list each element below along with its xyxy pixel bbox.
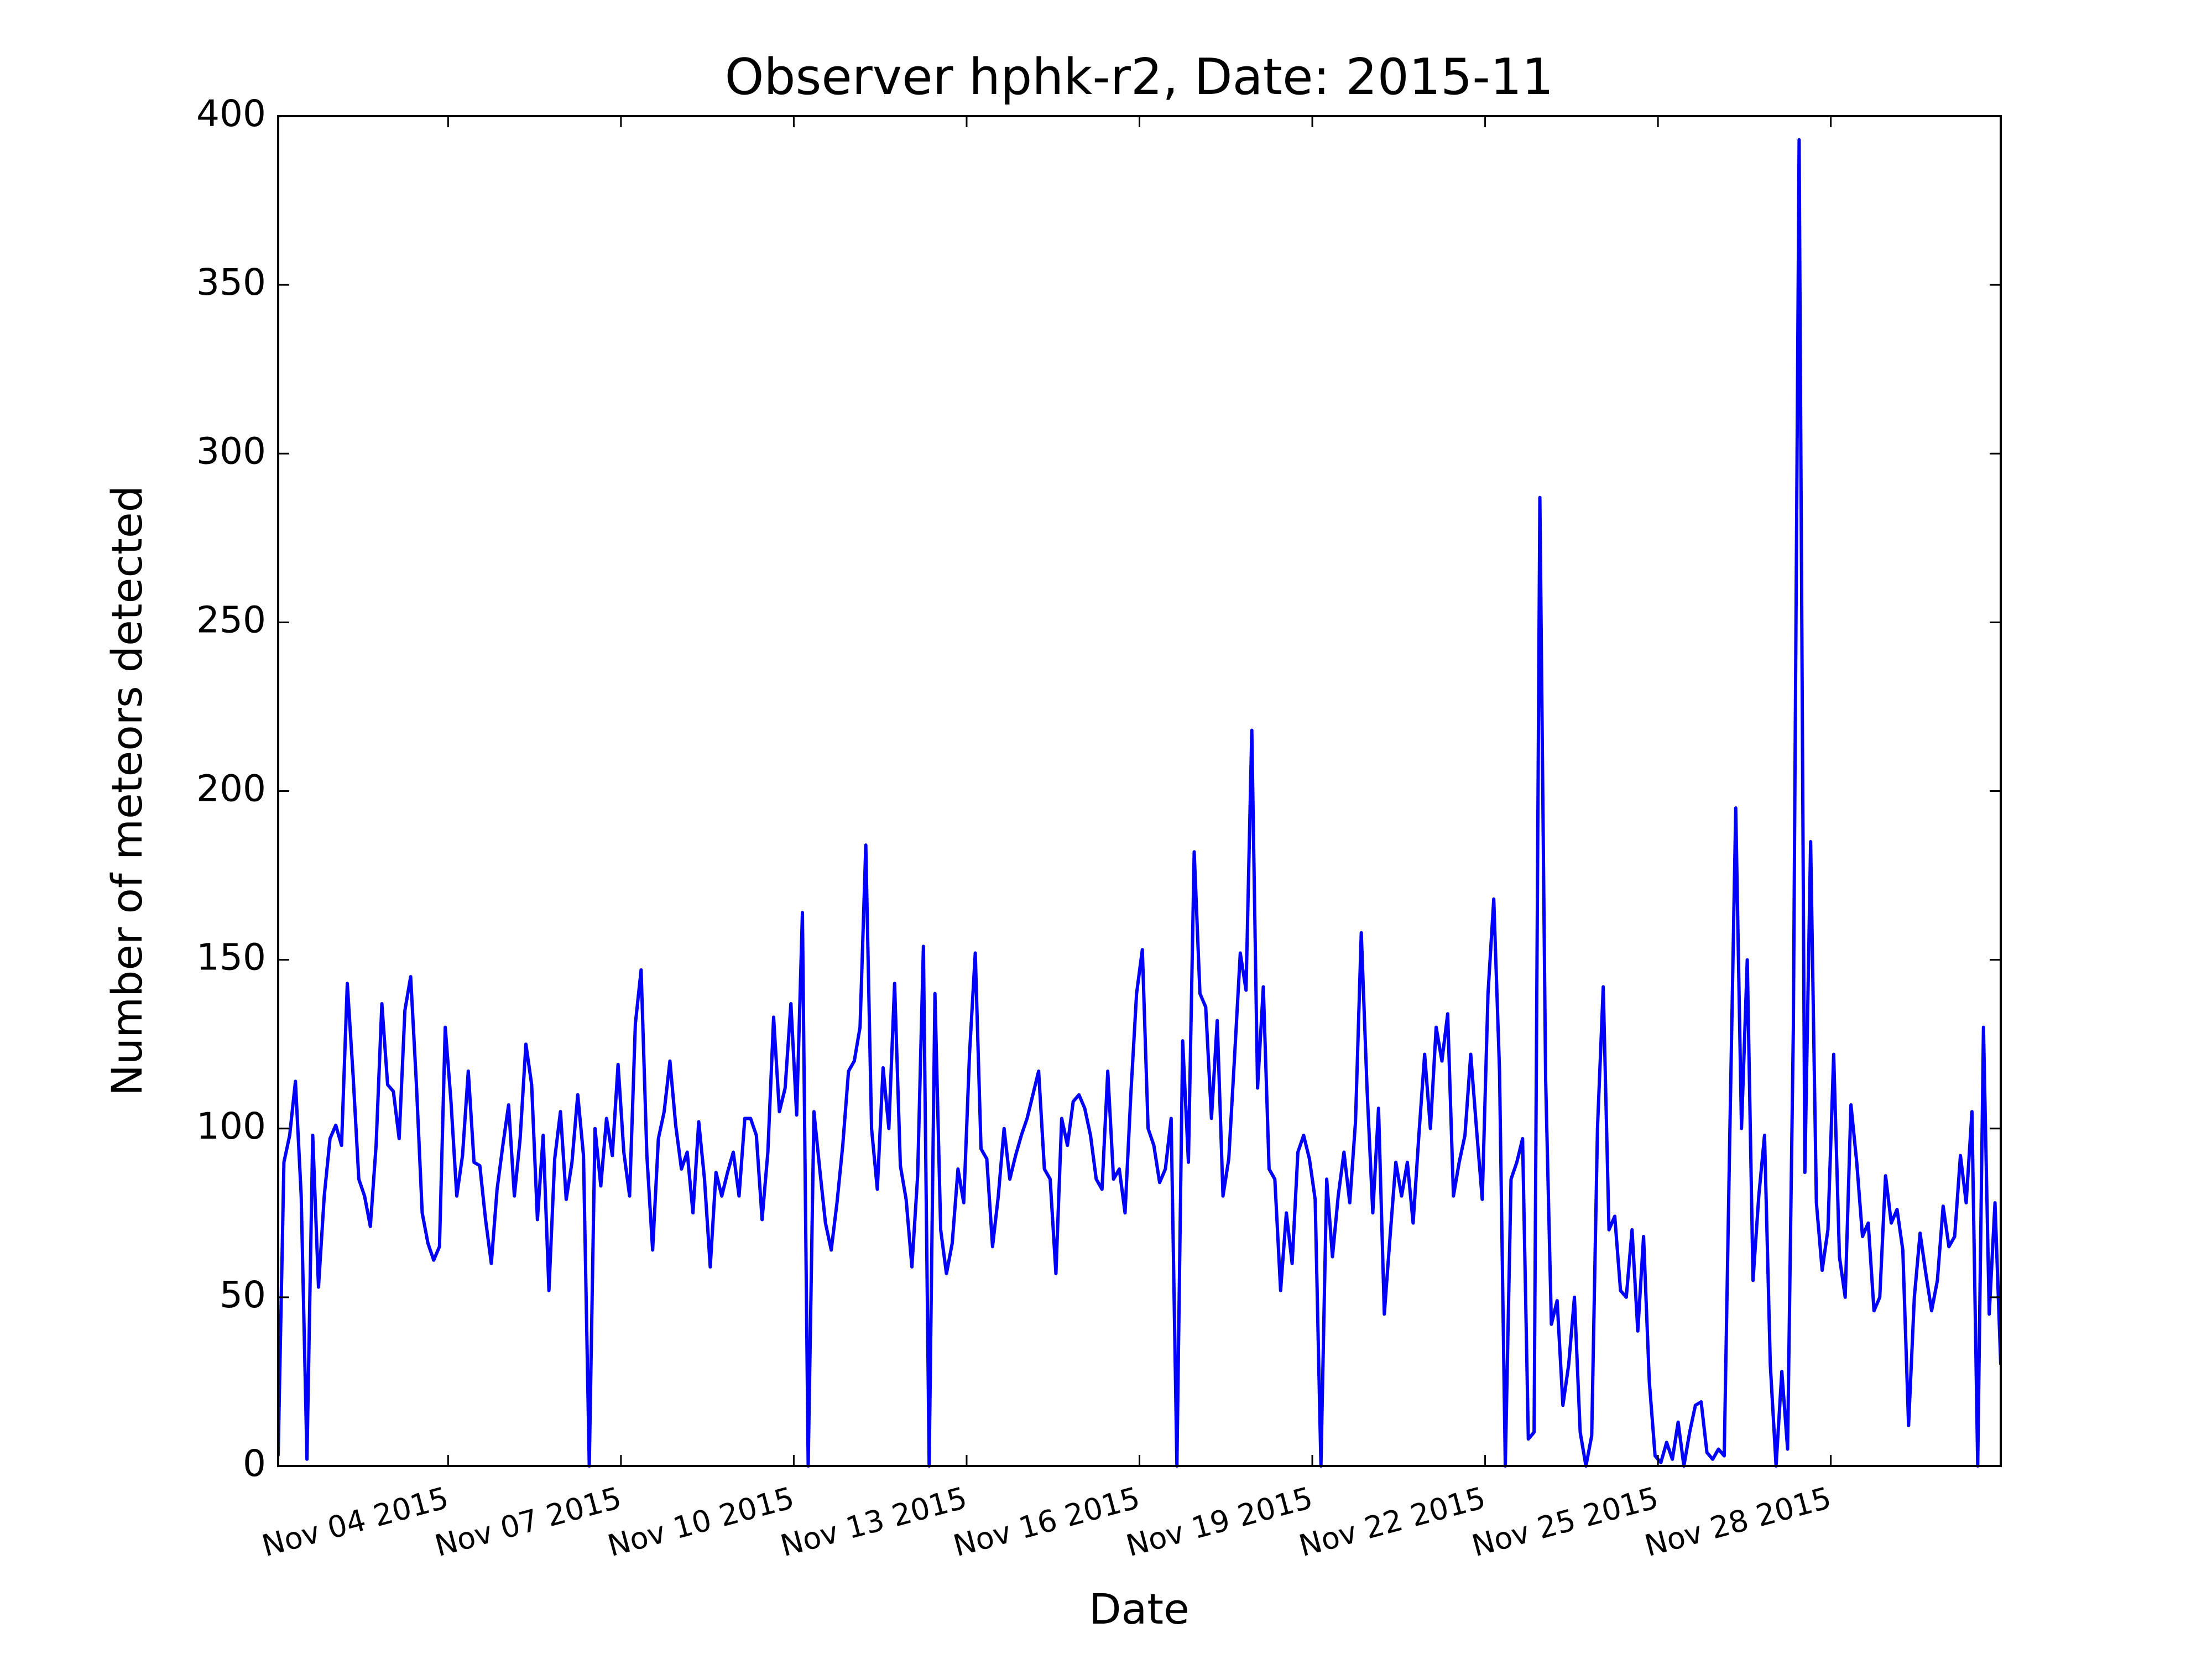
y-tick-label: 0 [243, 1442, 266, 1485]
x-axis-label: Date [1089, 1584, 1190, 1634]
y-tick-label: 350 [196, 261, 266, 304]
chart-title: Observer hphk-r2, Date: 2015-11 [725, 48, 1554, 106]
y-axis-label: Number of meteors detected [102, 486, 152, 1096]
y-tick-label: 100 [196, 1105, 266, 1147]
plot-frame [277, 115, 2002, 1467]
data-line [278, 138, 2001, 1468]
y-tick-label: 250 [196, 598, 266, 641]
y-tick-label: 200 [196, 768, 266, 810]
y-tick-label: 150 [196, 936, 266, 979]
y-tick-label: 300 [196, 430, 266, 472]
y-tick-label: 400 [196, 92, 266, 135]
y-tick-label: 50 [220, 1274, 266, 1316]
